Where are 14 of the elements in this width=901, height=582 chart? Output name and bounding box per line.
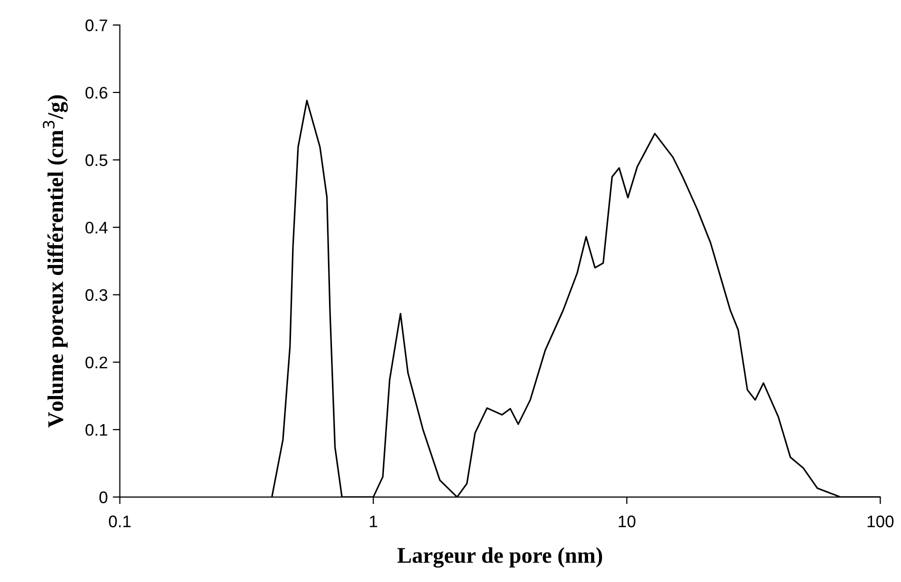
x-axis-title: Largeur de pore (nm) [397, 547, 602, 568]
x-tick-label: 0.1 [108, 516, 131, 528]
y-tick-label: 0.7 [86, 19, 108, 32]
x-tick-label: 1 [370, 516, 378, 528]
y-tick-label: 0.4 [86, 222, 108, 234]
y-axis-title: Volume poreux différentiel (cm$^{3}$/g) [42, 95, 68, 428]
x-tick-label: 10 [618, 516, 636, 528]
y-tick-label: 0.3 [86, 289, 108, 301]
y-tick-label: 0.1 [86, 424, 108, 436]
y-tick-label: 0 [99, 491, 108, 504]
x-tick-label: 100 [868, 516, 894, 528]
y-tick-label: 0.5 [86, 154, 108, 166]
y-tick-label: 0.2 [86, 356, 108, 368]
y-tick-label: 0.6 [86, 86, 108, 99]
